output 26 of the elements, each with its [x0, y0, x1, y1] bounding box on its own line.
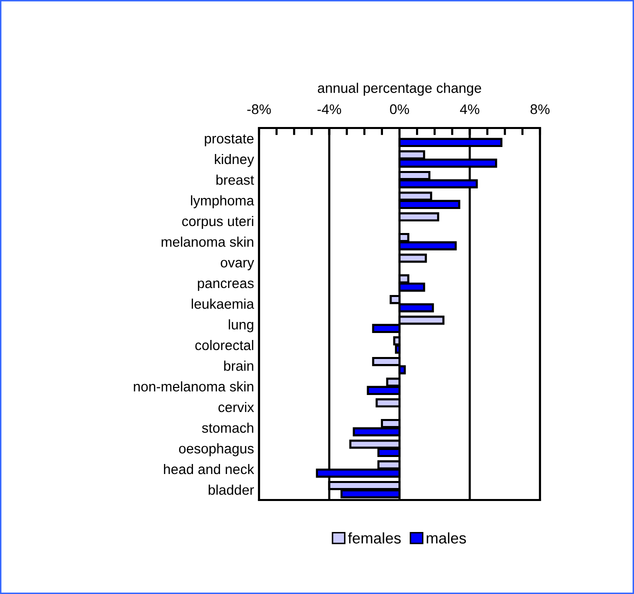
legend-label: females: [348, 532, 401, 544]
y-tick-label: melanoma skin: [162, 236, 254, 247]
y-tick-label: cervix: [218, 402, 254, 412]
y-tick-label: lung: [228, 319, 254, 332]
y-tick-label: stomach: [202, 422, 254, 433]
y-tick-label: ovary: [220, 260, 254, 270]
x-tick-label: -8%: [247, 104, 271, 114]
x-tick-label: 0%: [390, 104, 410, 114]
y-tick-label: leukaemia: [192, 298, 254, 309]
y-tick-label: kidney: [214, 154, 254, 167]
y-tick-label: colorectal: [195, 340, 254, 350]
x-tick-label: -4%: [318, 104, 342, 114]
y-tick-label: brain: [224, 360, 254, 371]
y-tick-label: non-melanoma skin: [134, 381, 254, 392]
y-tick-label: prostate: [204, 134, 254, 146]
legend-label: males: [426, 532, 466, 544]
y-tick-label: breast: [216, 174, 254, 185]
x-axis-title: annual percentage change: [318, 82, 482, 96]
y-tick-label: oesophagus: [179, 443, 254, 456]
y-tick-label: pancreas: [198, 280, 254, 291]
x-tick-label: 4%: [460, 104, 480, 114]
y-tick-label: corpus uteri: [182, 216, 254, 229]
x-tick-label: 8%: [530, 104, 550, 114]
y-tick-label: lymphoma: [191, 195, 254, 208]
y-tick-label: head and neck: [164, 464, 254, 474]
y-tick-label: bladder: [208, 484, 254, 495]
